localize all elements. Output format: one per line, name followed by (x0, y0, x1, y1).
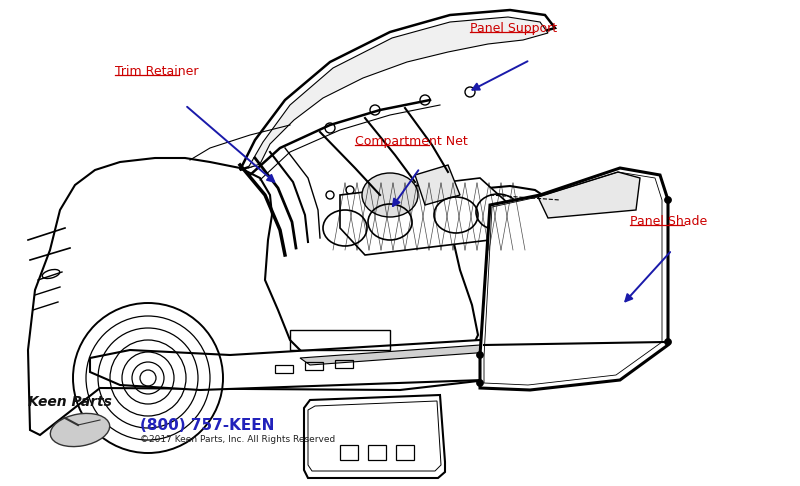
Polygon shape (340, 178, 510, 255)
Polygon shape (300, 345, 490, 365)
Text: ©2017 Keen Parts, Inc. All Rights Reserved: ©2017 Keen Parts, Inc. All Rights Reserv… (140, 435, 335, 444)
Text: (800) 757-KEEN: (800) 757-KEEN (140, 418, 274, 433)
Ellipse shape (362, 173, 418, 217)
Polygon shape (480, 168, 668, 390)
Text: Panel Support: Panel Support (470, 22, 557, 35)
Text: Compartment Net: Compartment Net (355, 135, 468, 148)
Circle shape (665, 196, 671, 204)
Circle shape (346, 186, 354, 194)
Polygon shape (538, 172, 640, 218)
Polygon shape (415, 165, 460, 205)
Polygon shape (28, 158, 558, 435)
Circle shape (665, 339, 671, 346)
Polygon shape (90, 340, 540, 390)
Circle shape (325, 123, 335, 133)
Circle shape (326, 191, 334, 199)
Circle shape (477, 380, 483, 386)
Circle shape (370, 105, 380, 115)
Circle shape (384, 184, 392, 192)
Polygon shape (240, 10, 555, 170)
Circle shape (420, 95, 430, 105)
Polygon shape (304, 395, 445, 478)
Ellipse shape (50, 414, 110, 447)
Circle shape (477, 351, 483, 359)
Text: Keen Parts: Keen Parts (28, 395, 112, 409)
Circle shape (465, 87, 475, 97)
Polygon shape (248, 17, 548, 168)
Text: Trim Retainer: Trim Retainer (115, 65, 198, 78)
Text: Panel Shade: Panel Shade (630, 215, 707, 228)
